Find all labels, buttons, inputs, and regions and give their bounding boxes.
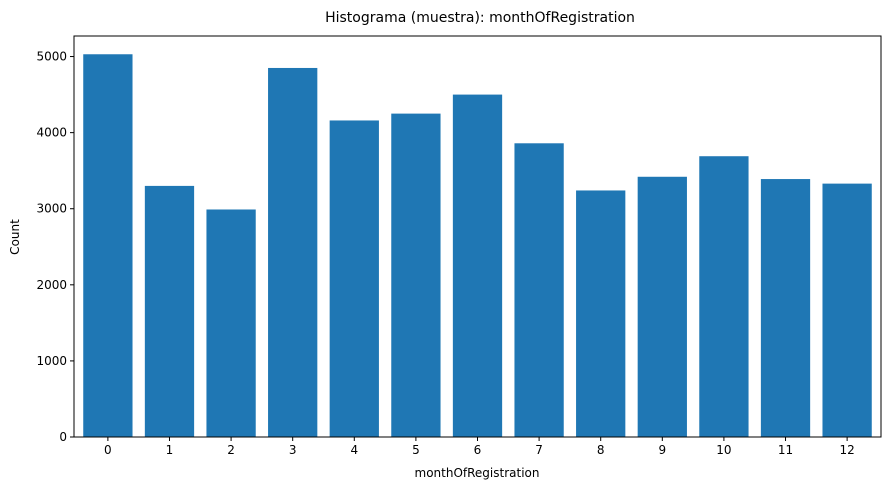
x-tick-label: 3	[289, 443, 297, 457]
y-tick-label: 1000	[36, 354, 67, 368]
bars-group	[83, 54, 872, 438]
x-tick-label: 10	[716, 443, 731, 457]
x-tick-label: 4	[350, 443, 358, 457]
x-tick-label: 12	[839, 443, 854, 457]
y-tick-label: 2000	[36, 278, 67, 292]
bar-month-2	[206, 209, 256, 437]
x-tick-label: 7	[535, 443, 543, 457]
y-tick-label: 5000	[36, 50, 67, 64]
bar-month-11	[760, 179, 811, 438]
x-tick-label: 0	[104, 443, 112, 457]
bar-month-9	[637, 176, 687, 437]
x-tick-label: 9	[658, 443, 666, 457]
bar-month-10	[699, 156, 749, 437]
y-tick-label: 4000	[36, 126, 67, 140]
plot-frame	[73, 35, 882, 438]
x-tick-label: 6	[474, 443, 482, 457]
x-tick-label: 8	[597, 443, 605, 457]
x-tick-label: 11	[778, 443, 793, 457]
bar-month-0	[83, 54, 133, 437]
bar-month-8	[576, 190, 626, 437]
y-tick-label: 3000	[36, 202, 67, 216]
bar-month-12	[822, 183, 872, 437]
y-tick-label: 0	[59, 430, 67, 444]
bar-month-6	[452, 94, 503, 437]
x-tick-label: 1	[166, 443, 174, 457]
bar-month-7	[514, 143, 564, 438]
bar-month-4	[329, 120, 379, 438]
chart-title: Histograma (muestra): monthOfRegistratio…	[325, 10, 635, 26]
x-axis-label: monthOfRegistration	[415, 466, 540, 480]
bar-month-3	[268, 67, 318, 438]
x-tick-label: 5	[412, 443, 420, 457]
y-axis-label: Count	[8, 219, 22, 255]
bar-month-5	[391, 113, 441, 438]
bar-month-1	[144, 185, 195, 437]
x-tick-label: 2	[227, 443, 235, 457]
